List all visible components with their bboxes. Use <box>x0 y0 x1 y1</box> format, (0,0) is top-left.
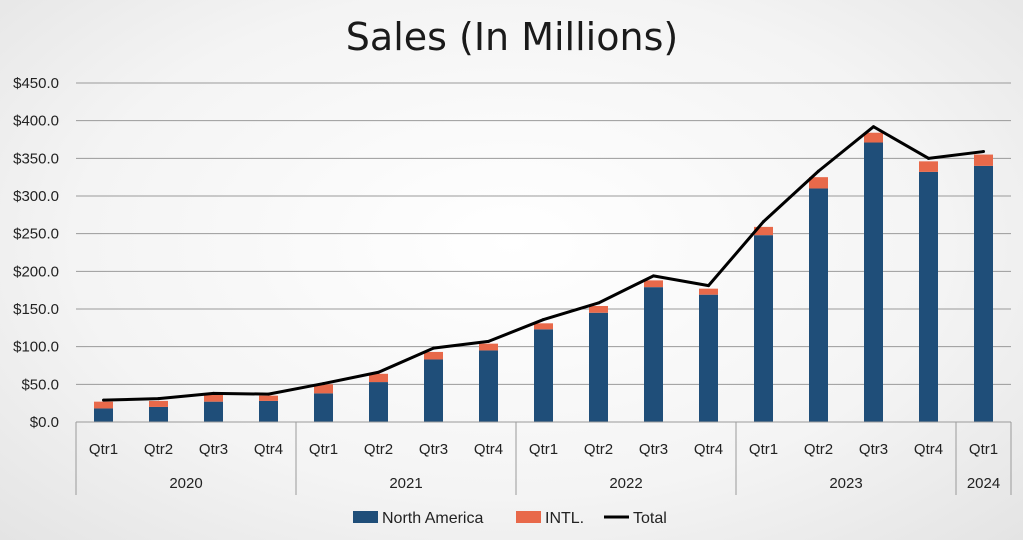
x-tick-label: Qtr2 <box>364 441 393 458</box>
y-tick-label: $150.0 <box>13 301 59 318</box>
x-tick-label: Qtr2 <box>804 441 833 458</box>
bar-north-america <box>534 329 553 422</box>
bar-north-america <box>589 312 608 422</box>
bar-intl <box>369 373 388 383</box>
y-tick-label: $100.0 <box>13 339 59 356</box>
x-tick-label: Qtr4 <box>914 441 943 458</box>
total-point <box>377 370 380 374</box>
total-point <box>762 220 765 224</box>
total-point <box>267 392 270 396</box>
bar-intl <box>974 154 993 166</box>
total-point <box>487 339 490 343</box>
y-tick-label: $300.0 <box>13 188 59 205</box>
total-point <box>597 301 600 305</box>
x-group-label: 2023 <box>829 475 862 492</box>
bar-intl <box>149 400 168 407</box>
legend-label: INTL. <box>545 510 584 527</box>
x-tick-label: Qtr3 <box>419 441 448 458</box>
bar-north-america <box>259 400 278 422</box>
y-tick-label: $50.0 <box>21 376 59 393</box>
bar-intl <box>589 305 608 313</box>
bar-intl <box>314 384 333 394</box>
bar-north-america <box>424 359 443 422</box>
x-group-label: 2024 <box>967 475 1000 492</box>
x-tick-label: Qtr3 <box>859 441 888 458</box>
x-group-label: 2022 <box>609 475 642 492</box>
bar-north-america <box>974 165 993 422</box>
legend-label: Total <box>633 510 667 527</box>
bar-intl <box>479 343 498 351</box>
bar-intl <box>699 288 718 295</box>
x-tick-label: Qtr1 <box>89 441 118 458</box>
x-tick-label: Qtr1 <box>309 441 338 458</box>
bar-intl <box>204 394 223 402</box>
total-point <box>927 156 930 160</box>
x-tick-label: Qtr2 <box>144 441 173 458</box>
x-tick-label: Qtr3 <box>639 441 668 458</box>
y-tick-label: $250.0 <box>13 226 59 243</box>
legend-swatch <box>353 511 378 523</box>
bar-intl <box>809 177 828 189</box>
x-tick-label: Qtr1 <box>529 441 558 458</box>
bar-north-america <box>314 393 333 422</box>
x-tick-label: Qtr3 <box>199 441 228 458</box>
y-tick-label: $450.0 <box>13 75 59 92</box>
chart-title: Sales (In Millions) <box>346 15 678 59</box>
bar-north-america <box>149 406 168 422</box>
bar-intl <box>259 395 278 401</box>
bar-intl <box>94 401 113 409</box>
bar-intl <box>919 161 938 172</box>
legend-label: North America <box>382 510 483 527</box>
legend-swatch <box>516 511 541 523</box>
bar-north-america <box>94 408 113 422</box>
total-point <box>432 346 435 350</box>
total-point <box>817 169 820 173</box>
total-point <box>157 397 160 401</box>
bar-north-america <box>204 401 223 422</box>
y-tick-label: $350.0 <box>13 150 59 167</box>
total-point <box>707 284 710 288</box>
total-point <box>652 274 655 278</box>
bar-intl <box>534 323 553 330</box>
bar-north-america <box>369 382 388 422</box>
total-point <box>102 398 105 402</box>
gridlines <box>76 82 1011 423</box>
total-point <box>872 125 875 129</box>
bar-north-america <box>809 188 828 422</box>
y-tick-label: $200.0 <box>13 263 59 280</box>
total-point <box>322 382 325 386</box>
x-tick-label: Qtr4 <box>694 441 723 458</box>
bar-intl <box>864 132 883 143</box>
bar-north-america <box>699 294 718 422</box>
bar-north-america <box>864 142 883 422</box>
bar-intl <box>644 280 663 288</box>
bar-intl <box>424 351 443 360</box>
total-point <box>542 318 545 322</box>
x-axis: Qtr1 Qtr2 Qtr3 Qtr4 Qtr1 Qtr2 Qtr3 Qtr4 Qtr1 Qtr2… <box>75 421 1012 495</box>
x-tick-label: Qtr2 <box>584 441 613 458</box>
y-tick-label: $0.0 <box>30 414 59 431</box>
total-point <box>982 150 985 154</box>
legend: North America INTL. Total <box>353 510 667 527</box>
x-group-label: 2021 <box>389 475 422 492</box>
total-point <box>212 391 215 395</box>
x-tick-label: Qtr4 <box>254 441 283 458</box>
x-group-label: 2020 <box>169 475 202 492</box>
bars <box>94 132 993 422</box>
total-line <box>102 125 985 402</box>
x-tick-label: Qtr1 <box>749 441 778 458</box>
bar-north-america <box>919 171 938 422</box>
bar-north-america <box>754 235 773 422</box>
x-tick-label: Qtr1 <box>969 441 998 458</box>
bar-north-america <box>479 350 498 422</box>
bar-intl <box>754 226 773 236</box>
x-tick-label: Qtr4 <box>474 441 503 458</box>
bar-north-america <box>644 287 663 422</box>
y-tick-label: $400.0 <box>13 113 59 130</box>
y-axis-ticks: $0.0 $50.0 $100.0 $150.0 $200.0 $250.0 $300.0 $… <box>13 75 59 431</box>
